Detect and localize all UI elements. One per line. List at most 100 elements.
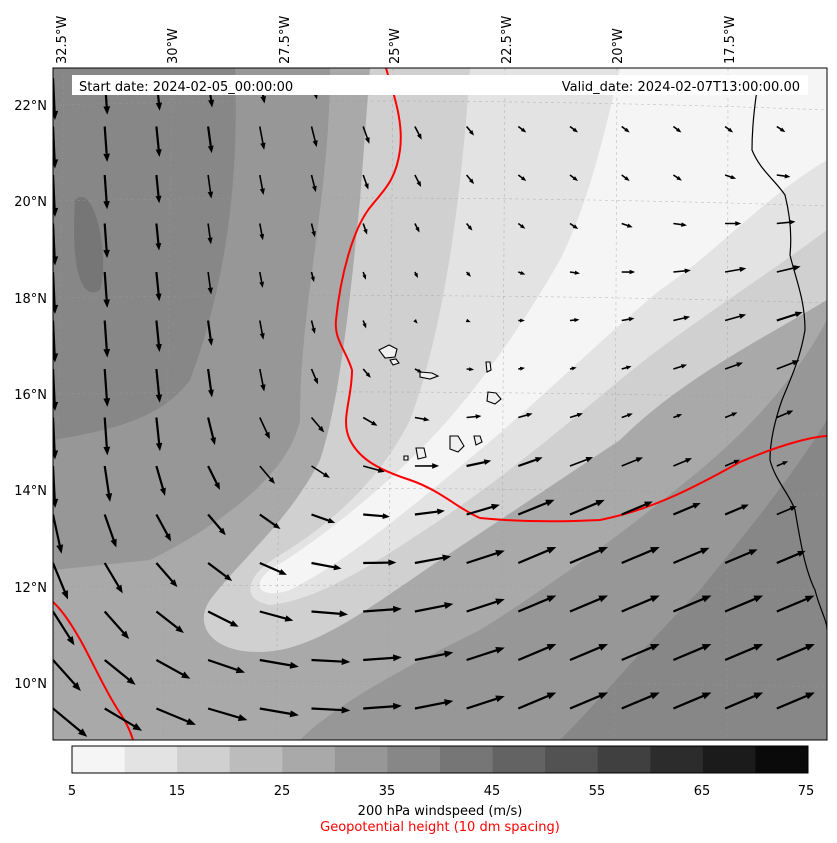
wind-vector-head (53, 353, 59, 363)
wind-vector-head (736, 362, 743, 368)
wind-vector-shaft (776, 312, 800, 322)
windspeed-jet-core2 (74, 196, 104, 293)
wind-vector-head (259, 333, 265, 340)
wind-vector-shaft (103, 223, 108, 255)
wind-vector-head (371, 420, 378, 426)
wind-vector-shaft (155, 562, 176, 585)
wind-vector-head (175, 625, 184, 633)
wind-vector-head (520, 127, 527, 133)
wind-vector-shaft (724, 596, 760, 613)
colorbar-label: 200 hPa windspeed (m/s) (358, 804, 523, 819)
wind-vector-head (572, 224, 579, 230)
wind-vector-head (312, 140, 318, 148)
wind-vector-shaft (517, 500, 552, 516)
wind-vector-shaft (776, 221, 792, 225)
wind-vector-shaft (207, 513, 225, 533)
wind-vector-head (207, 145, 214, 154)
wind-vector-head (259, 188, 265, 196)
wind-vector-shaft (207, 658, 242, 673)
wind-vector-head (526, 412, 533, 418)
wind-vector-head (650, 547, 660, 554)
wind-vector-shaft (103, 562, 122, 591)
lon-label-5: 20°W (611, 28, 626, 64)
wind-vector-shaft (259, 271, 263, 285)
wind-vector-head (268, 476, 275, 484)
wind-vector-head (635, 457, 644, 463)
wind-vector-head (520, 176, 527, 181)
wind-vector-shaft (621, 458, 640, 467)
colorbar-segment (177, 746, 231, 773)
wind-vector-shaft (724, 268, 743, 273)
wind-vector-head (362, 323, 367, 329)
wind-vector-head (520, 224, 526, 229)
wind-vector-head (782, 461, 789, 466)
wind-vector-shaft (103, 320, 109, 354)
wind-vector-shaft (414, 652, 450, 662)
wind-vector-head (289, 661, 299, 669)
wind-vector-head (741, 504, 749, 510)
wind-vector-shaft (155, 465, 165, 493)
lon-label-0: 32.5°W (55, 16, 70, 64)
wind-vector-shaft (103, 514, 117, 545)
wind-vector-head (413, 319, 418, 324)
wind-vector-shaft (776, 411, 790, 419)
wind-vector-head (207, 237, 213, 245)
wind-vector-head (126, 676, 136, 685)
map-frame (52, 67, 828, 741)
wind-vector-shaft (155, 126, 161, 154)
wind-vector-shaft (673, 269, 687, 273)
wind-vector-head (72, 682, 81, 692)
wind-vector-shaft (673, 365, 684, 370)
wind-vector-head (495, 598, 505, 606)
wind-vector-head (685, 458, 692, 464)
wind-vector-shaft (724, 644, 760, 662)
wind-vector-head (598, 595, 608, 603)
wind-vector-head (624, 176, 630, 181)
colorbar-tick-65: 65 (694, 784, 711, 799)
wind-vector-head (155, 149, 162, 158)
wind-vector-shaft (310, 368, 318, 381)
wind-vector-head (155, 394, 163, 403)
wind-vector-head (683, 315, 691, 321)
wind-vector-head (207, 191, 214, 199)
wind-vector-shaft (155, 223, 160, 247)
wind-vector-shaft (362, 174, 368, 187)
colorbar-segment (72, 746, 126, 773)
wind-vector-shaft (259, 465, 273, 482)
wind-vector-head (444, 699, 454, 707)
wind-vector-head (53, 207, 59, 217)
wind-vector-head (311, 231, 316, 238)
wind-vector-shaft (259, 561, 284, 575)
colorbar-segment (334, 746, 388, 773)
wind-vector-shaft (103, 126, 109, 159)
wind-vector-shaft (155, 174, 160, 200)
wind-vector-head (753, 692, 764, 700)
wind-vector-head (318, 425, 325, 433)
wind-vector-head (786, 410, 794, 416)
wind-vector-head (103, 249, 110, 259)
wind-vector-shaft (363, 607, 398, 613)
wind-vector-head (103, 200, 110, 210)
wind-vector-shaft (414, 416, 426, 421)
wind-vector-head (789, 506, 797, 512)
wind-vector-head (105, 493, 113, 502)
wind-vector-shaft (259, 223, 263, 237)
wind-vector-shaft (776, 361, 796, 370)
wind-vector-shaft (569, 644, 605, 662)
wind-vector-head (791, 360, 800, 366)
wind-vector-head (739, 313, 747, 319)
wind-vector-head (595, 499, 605, 507)
wind-vector-head (546, 644, 557, 651)
wind-vector-head (66, 635, 75, 646)
wind-vector-shaft (569, 500, 602, 516)
wind-vector-shaft (569, 457, 590, 467)
wind-vector-shaft (621, 644, 657, 662)
wind-vector-head (574, 270, 581, 275)
wind-vector-head (789, 219, 796, 225)
wind-vector-head (218, 527, 226, 536)
lat-label-5: 12°N (14, 581, 47, 596)
wind-vector-head (735, 221, 742, 226)
wind-vector-head (727, 127, 734, 133)
wind-vector-head (468, 130, 475, 136)
geopotential-contour-2 (53, 601, 134, 740)
